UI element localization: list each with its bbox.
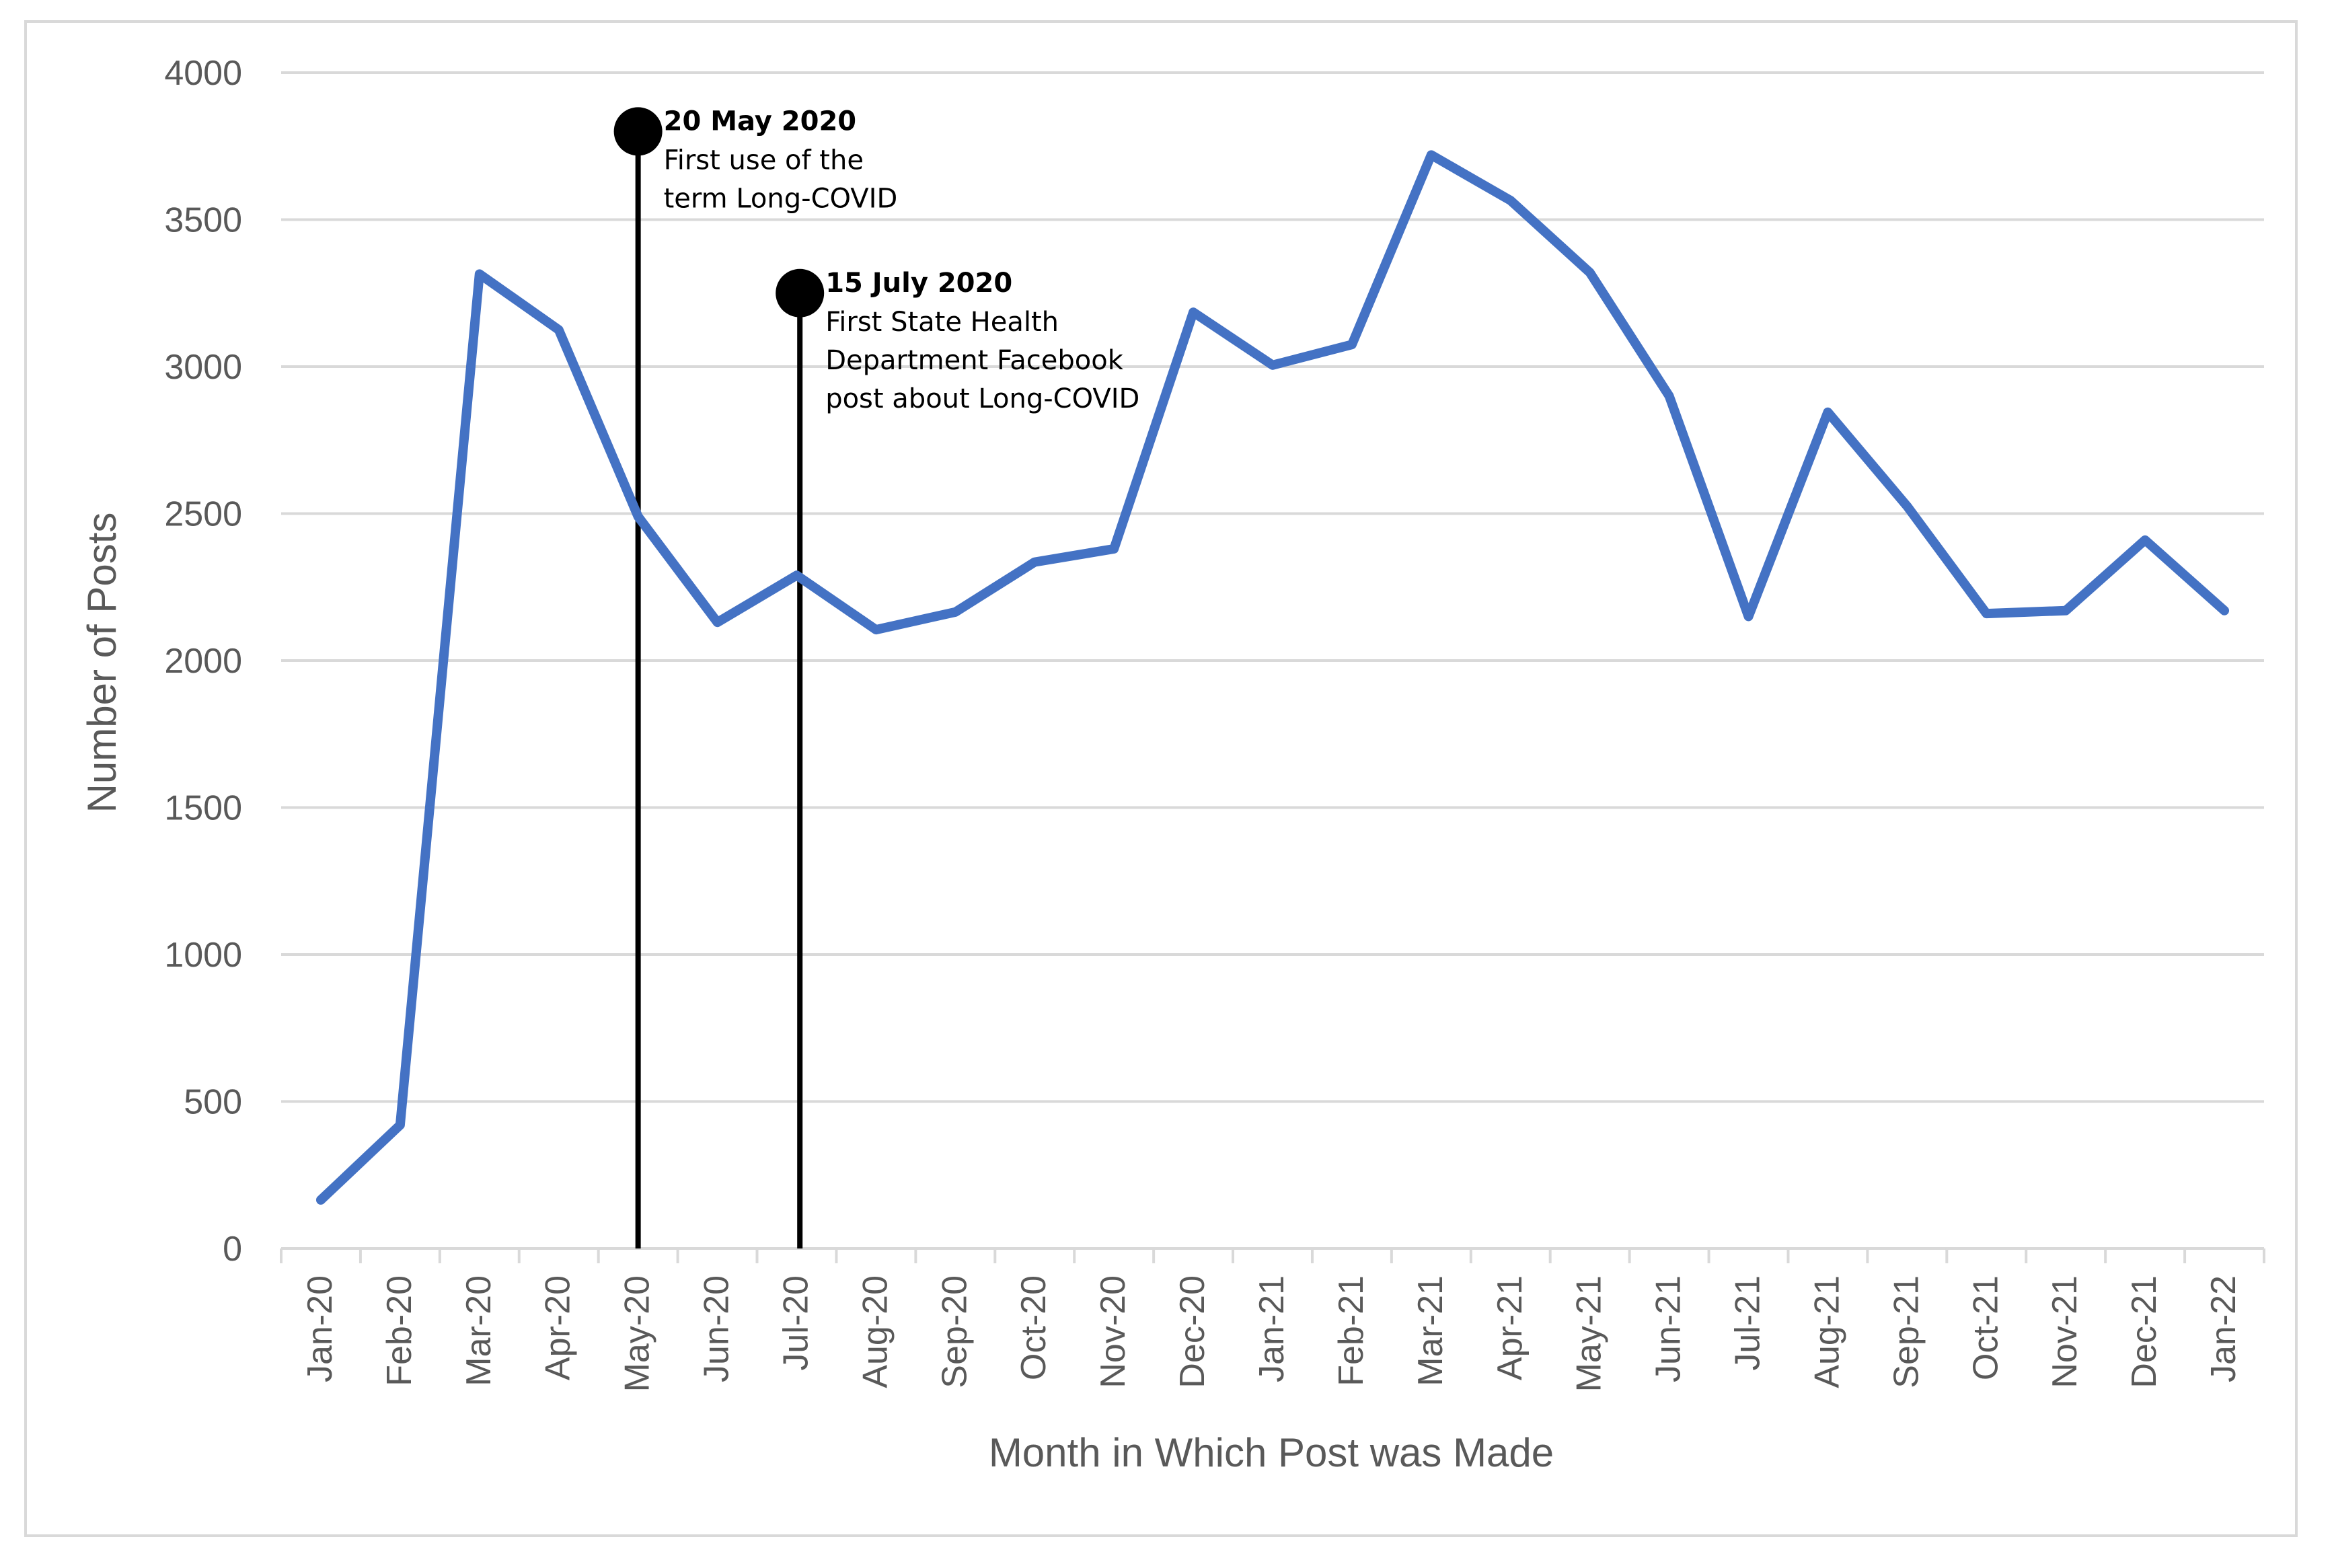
data-point (1668, 395, 1670, 397)
x-axis-title: Month in Which Post was Made (989, 1430, 1554, 1475)
y-tick-label: 3500 (164, 201, 242, 240)
x-tick-label: Oct-21 (1966, 1275, 2005, 1380)
x-tick-label: Mar-21 (1411, 1275, 1450, 1386)
annotation-marker (776, 268, 825, 318)
x-tick-label: Feb-21 (1332, 1275, 1371, 1386)
x-tick-label: Sep-21 (1887, 1275, 1926, 1388)
data-point (1193, 311, 1195, 313)
y-tick-label: 0 (223, 1230, 242, 1269)
x-tick-label: Sep-20 (935, 1275, 974, 1388)
annotation-text: Department Facebook (825, 345, 1124, 376)
y-tick-label: 4000 (164, 54, 242, 93)
data-point (1509, 200, 1511, 202)
data-point (1430, 154, 1432, 156)
y-tick-label: 3000 (164, 348, 242, 387)
series-line (315, 150, 2230, 1205)
y-axis-title: Number of Posts (79, 513, 124, 813)
x-tick-label: Jun-20 (698, 1275, 737, 1382)
data-point (478, 273, 480, 275)
x-tick-label: Dec-21 (2125, 1275, 2164, 1388)
annotation-title: 15 July 2020 (825, 268, 1012, 299)
x-tick-label: Apr-20 (539, 1275, 578, 1380)
data-point (954, 611, 956, 613)
annotation-text: post about Long-COVID (825, 383, 1139, 414)
x-tick-label: Jan-20 (301, 1275, 340, 1382)
x-tick-label: May-21 (1570, 1275, 1609, 1392)
data-point (1113, 548, 1115, 550)
x-tick-label: Dec-20 (1173, 1275, 1212, 1388)
data-point (319, 1199, 322, 1201)
x-tick-label: Jan-22 (2204, 1275, 2243, 1382)
x-tick-label: Feb-20 (380, 1275, 419, 1386)
x-axis: Jan-20 Feb-20 Mar-20 Apr-20 May-20 Jun-20 Jul-… (280, 1247, 2265, 1392)
y-tick-label: 2000 (164, 642, 242, 681)
chart-frame (24, 20, 2298, 1537)
x-tick-label: Apr-21 (1491, 1275, 1530, 1380)
x-tick-label: Jul-20 (776, 1275, 815, 1371)
x-tick-label: Jul-21 (1729, 1275, 1768, 1371)
data-point (1272, 364, 1273, 366)
data-point (637, 515, 639, 517)
x-tick-label: Nov-21 (2045, 1275, 2084, 1388)
data-point (1747, 615, 1749, 618)
x-tick-label: Aug-21 (1807, 1275, 1846, 1388)
data-point (399, 1124, 401, 1126)
annotations: 20 May 2020 First use of the term Long-COV… (613, 106, 1139, 1248)
y-tick-label: 2500 (164, 495, 242, 534)
x-tick-label: Jan-21 (1252, 1275, 1291, 1382)
y-tick-label: 500 (184, 1083, 242, 1122)
data-point (1034, 561, 1036, 563)
y-axis: 0 500 1000 1500 2000 2500 3000 3500 4000 (164, 54, 242, 1269)
data-point (1589, 272, 1591, 274)
data-point (716, 622, 718, 624)
data-point (2065, 609, 2067, 611)
data-point (796, 574, 798, 576)
data-point (1906, 505, 1908, 507)
annotation-text: term Long-COVID (664, 183, 898, 214)
x-tick-label: May-20 (618, 1275, 657, 1392)
data-point (1986, 613, 1988, 615)
series-layer (315, 150, 2230, 1205)
data-point (875, 629, 877, 631)
x-tick-label: Aug-20 (856, 1275, 895, 1388)
data-point (1351, 344, 1353, 346)
data-point (2144, 539, 2146, 541)
annotation-text: First State Health (825, 307, 1059, 338)
annotation-text: First use of the (664, 145, 864, 176)
x-tick-label: Mar-20 (459, 1275, 498, 1386)
data-point (2224, 609, 2226, 611)
annotation-title: 20 May 2020 (664, 106, 856, 137)
x-tick-label: Nov-20 (1094, 1275, 1133, 1388)
x-tick-label: Jun-21 (1649, 1275, 1688, 1382)
annotation-marker (613, 107, 663, 156)
data-point (1827, 411, 1829, 413)
y-tick-label: 1500 (164, 789, 242, 828)
y-tick-label: 1000 (164, 936, 242, 975)
x-tick-label: Oct-20 (1014, 1275, 1053, 1380)
data-point (558, 329, 560, 331)
